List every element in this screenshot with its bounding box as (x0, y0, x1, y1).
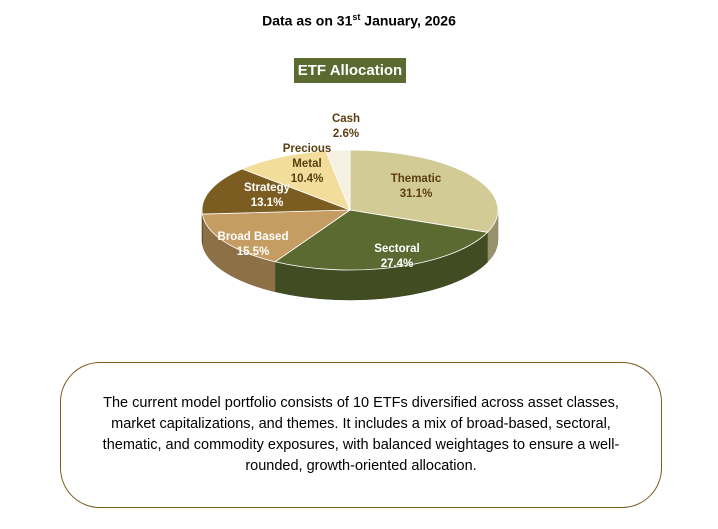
slice (325, 149, 351, 211)
slice-name: Broad Based (218, 231, 289, 243)
slice-label: Precious Metal 10.4% (283, 143, 332, 185)
slice-name: Thematic (391, 173, 442, 185)
slice-name: Cash (332, 113, 360, 125)
slice-value: 13.1% (251, 197, 284, 209)
slice-label: Strategy 13.1% (244, 182, 291, 209)
slice-value: 31.1% (400, 188, 433, 200)
slice-label: Cash 2.6% (332, 113, 360, 140)
chart: Thematic 31.1% Sectoral 27.4% Broad Based 15.… (201, 113, 499, 301)
chart-title: ETF Allocation (294, 58, 406, 83)
header-text: Data as on 31 (262, 12, 353, 29)
slice-label: Sectoral 27.4% (374, 243, 419, 270)
slice-value: 15.5% (237, 246, 270, 258)
slice-name: Strategy (244, 182, 291, 194)
slice (241, 150, 351, 211)
header-sup: st (352, 12, 361, 22)
date-header: Data as on 31st January, 2026 (0, 12, 718, 29)
header-rest: January, 2026 (360, 12, 456, 29)
slice-value: 10.4% (291, 173, 324, 185)
slice-label-part: Metal (292, 158, 321, 170)
slice-name: Sectoral (374, 243, 419, 255)
slice-label: Broad Based 15.5% (218, 231, 289, 258)
slice-value: 2.6% (333, 128, 359, 140)
slice-value: 27.4% (381, 258, 414, 270)
slice (201, 168, 351, 215)
slice (274, 209, 489, 271)
slice (201, 209, 352, 263)
slice (349, 149, 499, 233)
slice-label-part: Precious (283, 143, 332, 155)
slice-label: Thematic 31.1% (391, 173, 442, 200)
description: The current model portfolio consists of … (60, 362, 662, 508)
